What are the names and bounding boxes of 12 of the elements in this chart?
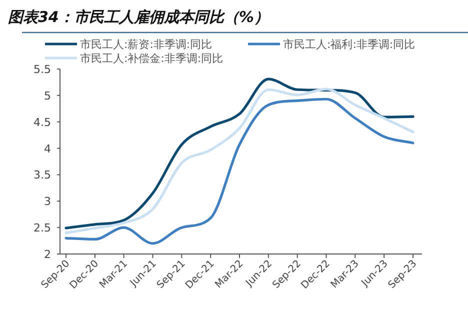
legend-label: 市民工人:福利:非季调:同比 [283, 38, 416, 51]
y-tick-label: 3.5 [34, 168, 51, 182]
legend-label: 市民工人:薪资:非季调:同比 [80, 38, 212, 51]
y-tick-label: 5 [44, 89, 51, 102]
y-tick-label: 4.5 [34, 116, 51, 129]
legend-label: 市民工人:补偿金:非季调:同比 [80, 52, 224, 65]
title: 图表34：市民工人雇佣成本同比（%） [8, 8, 269, 26]
y-tick-label: 4 [44, 142, 51, 156]
y-tick-label: 5.5 [34, 63, 51, 76]
y-tick-label: 3 [44, 195, 51, 208]
y-tick-label: 2.5 [34, 222, 51, 235]
y-tick-label: 2 [44, 248, 51, 261]
